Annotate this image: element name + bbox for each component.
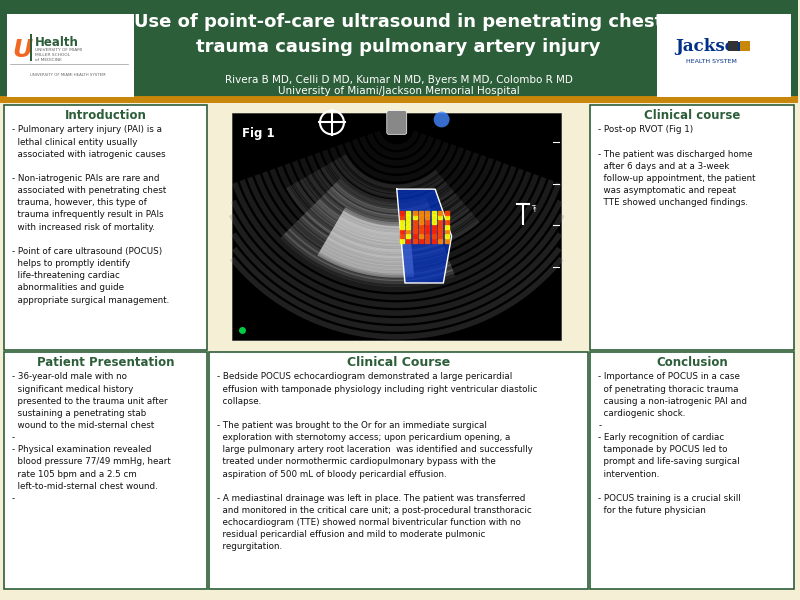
Text: - Bedside POCUS echocardiogram demonstrated a large pericardial
  effusion with : - Bedside POCUS echocardiogram demonstra…: [218, 373, 538, 551]
FancyBboxPatch shape: [740, 41, 750, 52]
FancyBboxPatch shape: [386, 110, 406, 134]
Text: ↑: ↑: [531, 207, 538, 213]
Text: Use of point-of-care ultrasound in penetrating chest
trauma causing pulmonary ar: Use of point-of-care ultrasound in penet…: [134, 13, 663, 56]
Text: T: T: [531, 205, 535, 211]
FancyBboxPatch shape: [590, 104, 794, 350]
FancyBboxPatch shape: [4, 104, 207, 350]
Text: UNIVERSITY OF MIAMI HEALTH SYSTEM: UNIVERSITY OF MIAMI HEALTH SYSTEM: [30, 73, 106, 77]
FancyBboxPatch shape: [4, 352, 207, 589]
Text: - 36-year-old male with no
  significant medical history
  presented to the trau: - 36-year-old male with no significant m…: [12, 373, 170, 503]
FancyBboxPatch shape: [30, 34, 32, 61]
Text: HEALTH SYSTEM: HEALTH SYSTEM: [686, 59, 738, 64]
Text: Introduction: Introduction: [65, 109, 146, 122]
FancyBboxPatch shape: [0, 99, 798, 593]
Circle shape: [434, 112, 450, 127]
Text: University of Miami/Jackson Memorial Hospital: University of Miami/Jackson Memorial Hos…: [278, 86, 520, 96]
Text: Conclusion: Conclusion: [656, 356, 728, 369]
Text: Health: Health: [35, 36, 78, 49]
Text: - Importance of POCUS in a case
  of penetrating thoracic trauma
  causing a non: - Importance of POCUS in a case of penet…: [598, 373, 747, 515]
Text: Rivera B MD, Celli D MD, Kumar N MD, Byers M MD, Colombo R MD: Rivera B MD, Celli D MD, Kumar N MD, Bye…: [225, 75, 573, 85]
FancyBboxPatch shape: [590, 352, 794, 589]
Text: Patient Presentation: Patient Presentation: [37, 356, 174, 369]
Polygon shape: [397, 189, 451, 283]
Text: Clinical course: Clinical course: [644, 109, 740, 122]
Text: - Post-op RVOT (Fig 1)

- The patient was discharged home
  after 6 days and at : - Post-op RVOT (Fig 1) - The patient was…: [598, 125, 756, 208]
Text: of MEDICINE: of MEDICINE: [35, 58, 62, 62]
Text: Jackson: Jackson: [675, 38, 748, 55]
FancyBboxPatch shape: [210, 352, 588, 589]
FancyBboxPatch shape: [7, 14, 134, 97]
Text: UNIVERSITY OF MIAMI: UNIVERSITY OF MIAMI: [35, 49, 82, 52]
FancyBboxPatch shape: [657, 14, 790, 97]
FancyBboxPatch shape: [232, 113, 562, 340]
Text: Clinical Course: Clinical Course: [347, 356, 450, 369]
Text: Fig 1: Fig 1: [242, 127, 275, 140]
Text: MILLER SCHOOL: MILLER SCHOOL: [35, 53, 70, 58]
FancyBboxPatch shape: [728, 41, 738, 52]
Text: - Pulmonary artery injury (PAI) is a
  lethal clinical entity usually
  associat: - Pulmonary artery injury (PAI) is a let…: [12, 125, 170, 305]
Text: U: U: [12, 38, 32, 62]
FancyBboxPatch shape: [0, 0, 798, 99]
